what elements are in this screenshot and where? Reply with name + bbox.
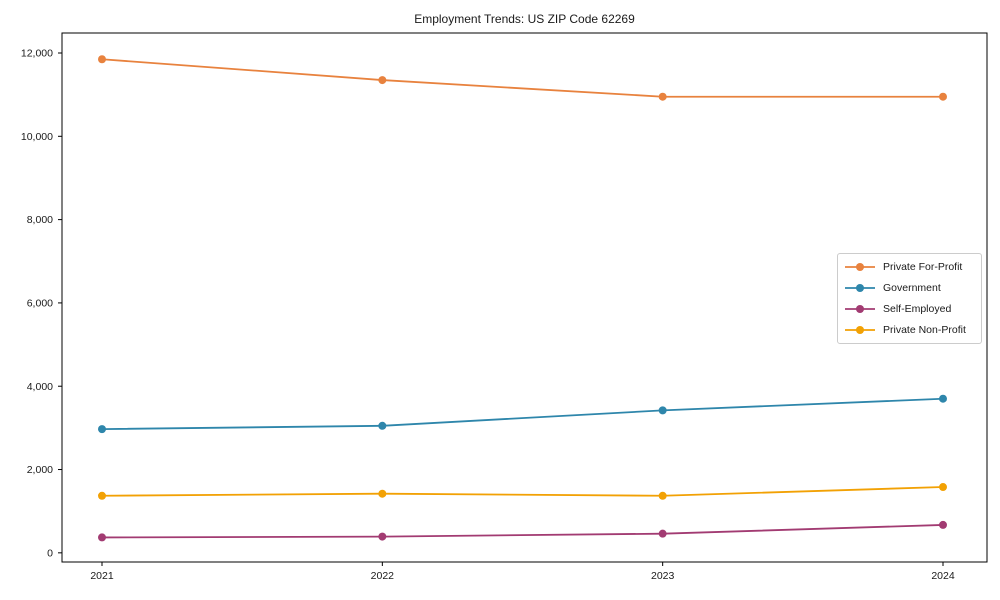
x-tick-label: 2022 xyxy=(371,570,395,582)
y-tick-label: 6,000 xyxy=(27,298,53,310)
data-point-private-for-profit xyxy=(939,92,947,101)
legend-item-private-non-profit: Private Non-Profit xyxy=(845,324,974,336)
data-point-private-for-profit xyxy=(98,55,106,64)
data-point-self-employed xyxy=(939,520,947,529)
legend-marker-icon xyxy=(845,284,875,293)
legend-label: Self-Employed xyxy=(883,302,952,315)
y-tick-label: 4,000 xyxy=(27,381,53,393)
y-tick-label: 2,000 xyxy=(27,464,53,476)
data-point-private-for-profit xyxy=(658,92,667,101)
chart-title: Employment Trends: US ZIP Code 62269 xyxy=(414,12,635,26)
data-point-private-non-profit xyxy=(939,483,947,492)
series-line-self-employed xyxy=(101,524,944,539)
y-tick-label: 0 xyxy=(47,547,53,559)
legend-label: Private Non-Profit xyxy=(883,323,966,336)
series-line-government xyxy=(101,397,944,431)
axes-spines xyxy=(61,32,988,563)
data-point-private-non-profit xyxy=(98,491,106,500)
data-point-self-employed xyxy=(98,533,106,542)
legend-marker-icon xyxy=(845,304,875,313)
legend-item-self-employed: Self-Employed xyxy=(845,303,974,315)
data-point-private-non-profit xyxy=(658,491,667,500)
data-point-self-employed xyxy=(658,529,667,538)
series-line-private-non-profit xyxy=(101,486,944,497)
series-line-private-for-profit xyxy=(101,58,943,98)
y-tick-label: 12,000 xyxy=(21,48,53,60)
x-tick-label: 2024 xyxy=(931,570,955,582)
data-point-self-employed xyxy=(378,532,387,541)
data-point-government xyxy=(378,421,387,430)
legend-label: Government xyxy=(883,282,941,295)
legend: Private For-Profit Government Self-Employe… xyxy=(837,253,982,344)
data-point-government xyxy=(939,394,947,403)
legend-label: Private For-Profit xyxy=(883,261,963,274)
data-point-private-non-profit xyxy=(378,489,387,498)
y-tick-label: 10,000 xyxy=(21,131,53,143)
legend-item-private-for-profit: Private For-Profit xyxy=(845,261,974,273)
x-tick-label: 2021 xyxy=(90,570,114,582)
legend-marker-icon xyxy=(845,325,875,334)
data-point-government xyxy=(98,425,106,434)
legend-item-government: Government xyxy=(845,282,974,294)
legend-marker-icon xyxy=(845,263,875,272)
data-point-private-for-profit xyxy=(378,76,387,85)
data-point-government xyxy=(658,406,667,415)
x-tick-label: 2023 xyxy=(651,570,675,582)
y-tick-label: 8,000 xyxy=(27,214,53,226)
